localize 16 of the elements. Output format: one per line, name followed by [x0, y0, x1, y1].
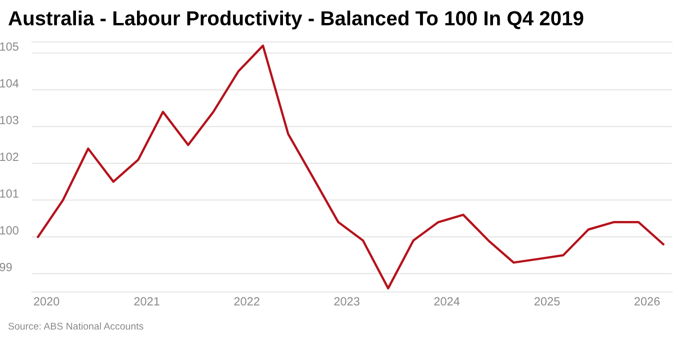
y-tick-label: 99 [0, 262, 12, 272]
x-tick-label: 2023 [334, 297, 360, 306]
x-tick-label: 2020 [34, 297, 60, 306]
y-tick-label: 101 [0, 189, 18, 198]
y-tick-label: 105 [0, 42, 18, 51]
y-tick-label: 100 [0, 226, 18, 235]
source-note: Source: ABS National Accounts [8, 322, 144, 330]
x-tick-label: 2025 [534, 297, 560, 306]
x-tick-label: 2022 [234, 297, 260, 306]
x-tick-label: 2024 [434, 297, 460, 306]
chart-title: Australia - Labour Productivity - Balanced To 100 In Q4 2019 [8, 10, 584, 30]
y-tick-label: 102 [0, 152, 18, 161]
y-tick-label: 103 [0, 116, 18, 124]
x-tick-label: 2026 [634, 297, 660, 306]
y-tick-label: 104 [0, 79, 19, 88]
x-tick-label: 2021 [134, 297, 160, 306]
